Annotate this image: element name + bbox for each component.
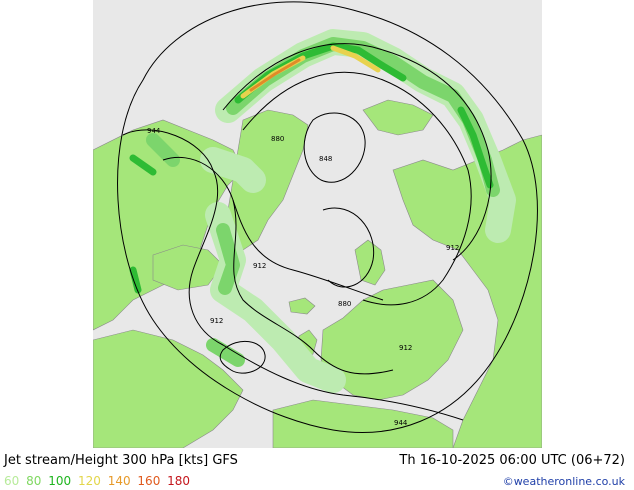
contour-label: 912 (210, 317, 223, 325)
contour-label: 944 (394, 419, 408, 427)
contour-label: 912 (253, 262, 266, 270)
credit-link[interactable]: ©weatheronline.co.uk (502, 475, 625, 488)
contour-912-b (162, 156, 394, 375)
legend-value: 120 (77, 474, 101, 488)
contour-label: 848 (319, 155, 332, 163)
map-footer: Jet stream/Height 300 hPa [kts] GFS Th 1… (0, 448, 634, 490)
legend-value: 140 (107, 474, 131, 488)
jet-stream-map: 944 880 848 912 880 912 912 912 944 (93, 0, 542, 448)
contour-label: 880 (271, 135, 284, 143)
contour-label: 912 (399, 344, 412, 352)
contour-outer (117, 1, 538, 433)
map-timestamp: Th 16-10-2025 06:00 UTC (06+72) (399, 453, 625, 468)
contour-848 (303, 112, 366, 183)
legend-value: 180 (167, 474, 191, 488)
legend-value: 100 (48, 474, 72, 488)
legend-value: 80 (26, 474, 42, 488)
land-greenland (227, 109, 309, 251)
jet-max (249, 58, 301, 92)
map-title: Jet stream/Height 300 hPa [kts] GFS (4, 453, 238, 468)
land-north-america-west (93, 119, 244, 331)
contour-inner-arc (322, 207, 375, 288)
contour-labels: 944 880 848 912 880 912 912 912 944 (147, 127, 459, 427)
land-africa-north (272, 399, 454, 448)
wind-speed-legend: 60 80 100 120 140 160 180 (4, 474, 193, 488)
height-contours (117, 1, 538, 433)
land-north-america-south (93, 329, 244, 448)
contour-low-center (219, 340, 266, 374)
contour-label: 944 (147, 127, 161, 135)
map-panel: 944 880 848 912 880 912 912 912 944 (93, 0, 542, 448)
contour-880-a (242, 71, 472, 306)
contour-label: 912 (446, 244, 459, 252)
jet-band-mid (146, 37, 500, 367)
legend-value: 60 (4, 474, 20, 488)
land-iceland (288, 297, 316, 315)
legend-value: 160 (137, 474, 161, 488)
contour-label: 880 (338, 300, 351, 308)
contour-944 (122, 129, 464, 421)
land-alaska-siberia (362, 99, 434, 136)
contour-912-a (222, 43, 492, 261)
land-scandinavia (354, 239, 386, 286)
contour-880-b (232, 199, 384, 301)
